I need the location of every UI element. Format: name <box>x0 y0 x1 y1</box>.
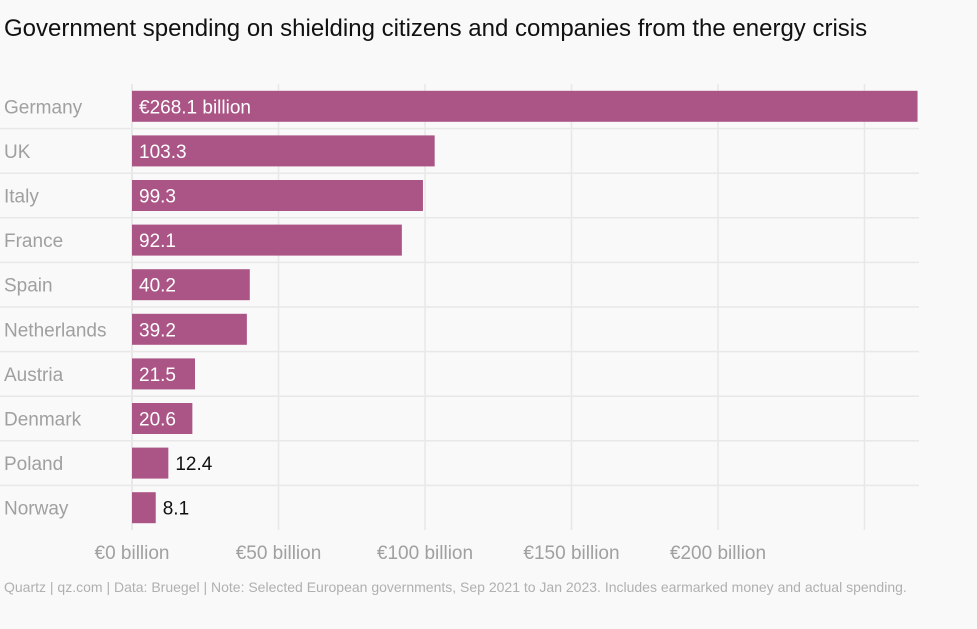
chart-footer: Quartz | qz.com | Data: Bruegel | Note: … <box>4 579 907 595</box>
data-label: 20.6 <box>139 410 176 431</box>
category-label: France <box>4 231 63 252</box>
category-label: Austria <box>4 365 64 386</box>
bar <box>132 313 247 345</box>
category-label: Norway <box>4 499 69 520</box>
data-label: 92.1 <box>139 231 176 252</box>
data-label: 99.3 <box>139 187 176 208</box>
category-label: Poland <box>4 454 63 475</box>
category-label: UK <box>4 142 31 163</box>
x-tick-label: €50 billion <box>236 543 322 564</box>
x-tick-label: €200 billion <box>670 543 766 564</box>
bar <box>132 269 250 301</box>
bar <box>132 358 195 390</box>
data-label: 12.4 <box>175 454 212 475</box>
x-tick-label: €100 billion <box>377 543 473 564</box>
category-label: Denmark <box>4 410 82 431</box>
data-label: 39.2 <box>139 320 176 341</box>
bar-chart: Germany €268.1 billion UK 103.3 Italy 99.3 Fra… <box>0 84 919 564</box>
bar <box>132 90 918 122</box>
data-label: 21.5 <box>139 365 176 386</box>
bar <box>132 180 423 211</box>
x-tick-label: €0 billion <box>95 543 170 564</box>
bar <box>132 492 156 524</box>
bar <box>132 224 402 256</box>
data-label: €268.1 billion <box>139 97 251 118</box>
data-label: 103.3 <box>139 142 187 163</box>
bar <box>132 447 169 479</box>
bar <box>132 135 435 167</box>
category-label: Italy <box>4 187 39 208</box>
chart-title: Government spending on shielding citizen… <box>4 15 868 42</box>
data-label: 8.1 <box>163 499 189 520</box>
data-label: 40.2 <box>139 276 176 297</box>
category-label: Germany <box>4 97 83 118</box>
category-label: Spain <box>4 276 53 297</box>
x-tick-label: €150 billion <box>523 543 619 564</box>
category-label: Netherlands <box>4 320 106 341</box>
bar <box>132 403 193 434</box>
